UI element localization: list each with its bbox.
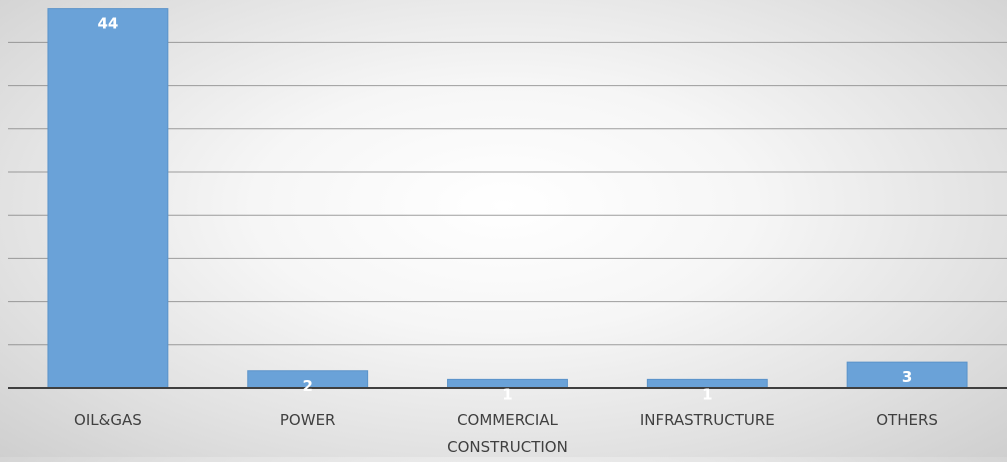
x-tick-label: OIL&GAS bbox=[74, 411, 142, 429]
bar bbox=[846, 361, 968, 389]
data-label: 1 bbox=[502, 385, 512, 403]
data-label: 44 bbox=[97, 15, 118, 33]
x-tick-label: CONSTRUCTION bbox=[447, 438, 568, 456]
x-tick-label: COMMERCIAL bbox=[457, 411, 558, 429]
labels: 44 OIL&GAS 2 POWER 1 COMMERCIAL CONSTRUCTION 1 I… bbox=[74, 15, 938, 456]
data-label: 2 bbox=[302, 377, 312, 395]
x-tick-label: INFRASTRUCTURE bbox=[640, 411, 775, 429]
bar bbox=[47, 8, 169, 389]
x-tick-label: POWER bbox=[280, 411, 336, 429]
data-label: 1 bbox=[702, 385, 712, 403]
x-tick-label: OTHERS bbox=[876, 411, 938, 429]
data-label: 3 bbox=[902, 368, 912, 386]
bars bbox=[47, 8, 968, 389]
gridlines bbox=[8, 41, 1007, 346]
